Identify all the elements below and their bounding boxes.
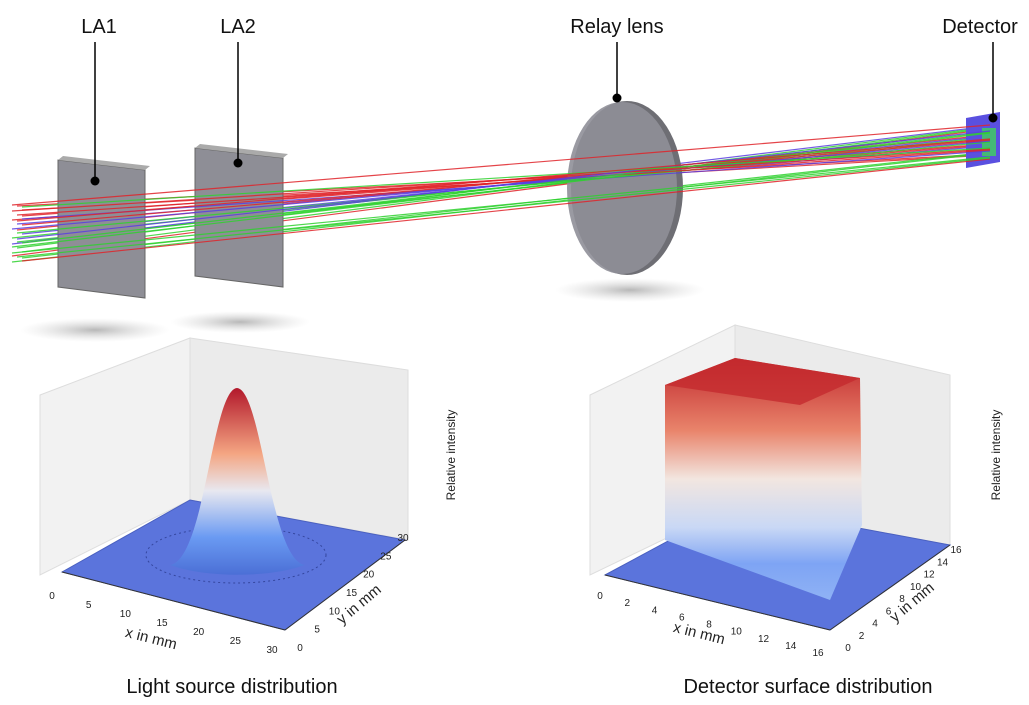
x-tick-label: 0 <box>597 591 603 602</box>
x-tick-label: 0 <box>49 591 55 602</box>
x-tick-label: 20 <box>193 627 205 638</box>
leader-dot <box>234 159 243 168</box>
x-tick-label: 10 <box>731 627 743 638</box>
x-tick-label: 15 <box>156 618 168 629</box>
ray <box>17 158 990 257</box>
optical-scene: LA1 LA2 Relay lens Detector <box>12 16 1018 342</box>
label: LA2 <box>220 16 256 38</box>
ray <box>22 148 990 207</box>
surface-plot: x in mm y in mm Relative intensity Light… <box>40 338 458 698</box>
y-tick-label: 16 <box>950 545 962 556</box>
lens-array-1 <box>58 160 145 298</box>
ray <box>12 133 990 247</box>
caption: Light source distribution <box>126 676 337 698</box>
y-tick-label: 15 <box>346 588 358 599</box>
shadow <box>20 318 170 342</box>
x-axis-label: x in mm <box>124 624 179 653</box>
figure: LA1 LA2 Relay lens Detector x in mm y in… <box>0 0 1029 705</box>
rays <box>12 126 990 262</box>
ray <box>22 159 990 261</box>
leader-dot <box>91 177 100 186</box>
y-tick-label: 14 <box>937 557 949 568</box>
leader-dot <box>989 114 998 123</box>
y-tick-label: 25 <box>380 551 392 562</box>
shadow <box>555 278 705 302</box>
y-tick-label: 4 <box>872 619 878 630</box>
x-tick-label: 16 <box>812 648 824 659</box>
x-tick-label: 30 <box>266 645 278 656</box>
label: Relay lens <box>570 16 663 38</box>
y-tick-label: 8 <box>899 594 905 605</box>
ray <box>22 140 990 225</box>
z-axis-label: Relative intensity <box>989 410 1003 501</box>
surface-plot: x in mm y in mm Relative intensity Detec… <box>590 325 1003 698</box>
x-tick-label: 6 <box>679 612 685 623</box>
y-tick-label: 12 <box>923 570 935 581</box>
y-tick-label: 5 <box>314 625 320 636</box>
y-tick-label: 30 <box>397 533 409 544</box>
y-tick-label: 6 <box>886 606 892 617</box>
ray <box>17 131 990 239</box>
x-tick-label: 10 <box>120 609 132 620</box>
y-tick-label: 10 <box>329 606 341 617</box>
label: LA1 <box>81 16 117 38</box>
y-tick-label: 0 <box>297 643 303 654</box>
shadow <box>170 311 310 333</box>
x-tick-label: 4 <box>652 605 658 616</box>
x-tick-label: 8 <box>706 620 712 631</box>
y-tick-label: 0 <box>845 643 851 654</box>
x-axis-label: x in mm <box>672 619 727 648</box>
x-tick-label: 5 <box>86 600 92 611</box>
leader-dot <box>613 94 622 103</box>
ray <box>17 139 990 221</box>
y-tick-label: 2 <box>859 631 865 642</box>
caption: Detector surface distribution <box>683 676 932 698</box>
x-tick-label: 25 <box>230 636 242 647</box>
x-tick-label: 2 <box>624 598 630 609</box>
ray <box>22 132 990 243</box>
z-axis-label: Relative intensity <box>444 410 458 501</box>
y-tick-label: 10 <box>910 582 922 593</box>
label: Detector <box>942 16 1018 38</box>
relay-lens <box>567 102 677 274</box>
y-tick-label: 20 <box>363 570 375 581</box>
x-tick-label: 14 <box>785 641 797 652</box>
x-tick-label: 12 <box>758 634 770 645</box>
